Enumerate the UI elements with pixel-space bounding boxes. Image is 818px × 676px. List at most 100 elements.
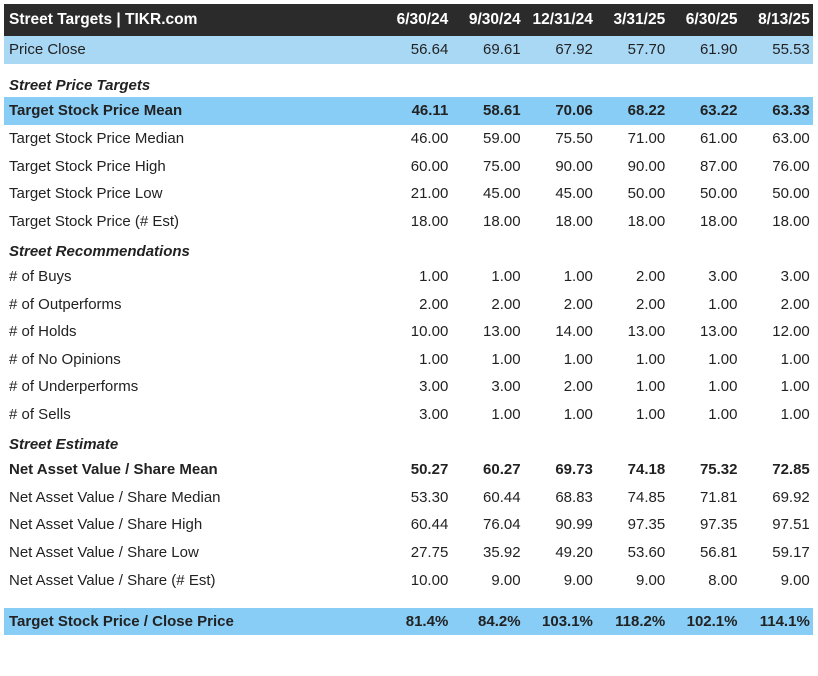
row-label: Target Stock Price (# Est) bbox=[9, 212, 180, 230]
row-value: 68.83 bbox=[555, 488, 593, 506]
row-value: 1.00 bbox=[780, 350, 810, 368]
row-value: 1.00 bbox=[491, 406, 521, 424]
row-value: 1.00 bbox=[708, 295, 738, 313]
row-value: 8.00 bbox=[708, 571, 738, 589]
row-value: 75.00 bbox=[483, 157, 521, 175]
row-label: Net Asset Value / Share Median bbox=[9, 488, 221, 506]
table-title: Street Targets | TIKR.com bbox=[9, 11, 198, 28]
row-value: 12.00 bbox=[772, 323, 810, 341]
row-label: Net Asset Value / Share Low bbox=[9, 543, 199, 561]
table-row: Target Stock Price High 60.00 75.00 90.0… bbox=[4, 152, 813, 180]
row-label: Target Stock Price High bbox=[9, 157, 166, 175]
row-value: 59.00 bbox=[483, 130, 521, 148]
row-label: Net Asset Value / Share Mean bbox=[9, 461, 218, 479]
row-value: 69.73 bbox=[555, 461, 593, 479]
row-value: 18.00 bbox=[410, 212, 449, 230]
row-value: 90.00 bbox=[555, 157, 593, 175]
row-value: 10.00 bbox=[410, 323, 449, 341]
row-value: 9.00 bbox=[491, 571, 521, 589]
table-row: Net Asset Value / Share Low 27.75 35.92 … bbox=[4, 539, 813, 567]
row-value: 87.00 bbox=[699, 157, 738, 175]
table-row: # of No Opinions 1.00 1.00 1.00 1.00 1.0… bbox=[4, 346, 813, 374]
row-value: 3.00 bbox=[780, 268, 810, 286]
table-row: # of Underperforms 3.00 3.00 2.00 1.00 1… bbox=[4, 373, 813, 401]
row-value: 74.85 bbox=[627, 488, 666, 506]
row-value: 63.33 bbox=[772, 102, 810, 120]
row-value: 56.81 bbox=[699, 543, 738, 561]
row-value: 2.00 bbox=[635, 295, 666, 313]
row-label: Net Asset Value / Share High bbox=[9, 516, 203, 534]
row-value: 81.4% bbox=[405, 613, 449, 631]
ratio-row: Target Stock Price / Close Price 81.4% 8… bbox=[4, 607, 813, 636]
date-header: 6/30/24 bbox=[396, 11, 449, 28]
row-label: # of Holds bbox=[9, 323, 77, 341]
row-value: 50.00 bbox=[772, 185, 810, 203]
row-label: # of Buys bbox=[9, 268, 72, 286]
row-value: 1.00 bbox=[708, 350, 738, 368]
row-value: 1.00 bbox=[563, 268, 593, 286]
street-targets-table: Street Targets | TIKR.com 6/30/24 9/30/2… bbox=[4, 4, 813, 636]
row-value: 1.00 bbox=[419, 268, 449, 286]
row-value: 60.00 bbox=[410, 157, 449, 175]
table-row: # of Outperforms 2.00 2.00 2.00 2.00 1.0… bbox=[4, 290, 813, 318]
row-value: 9.00 bbox=[780, 571, 810, 589]
row-value: 18.00 bbox=[699, 212, 738, 230]
row-value: 90.00 bbox=[627, 157, 666, 175]
row-value: 60.44 bbox=[410, 516, 449, 534]
row-value: 21.00 bbox=[410, 185, 449, 203]
row-value: 57.70 bbox=[627, 41, 666, 59]
row-value: 74.18 bbox=[627, 461, 666, 479]
row-value: 1.00 bbox=[708, 406, 738, 424]
row-value: 71.81 bbox=[699, 488, 738, 506]
row-value: 1.00 bbox=[419, 350, 449, 368]
row-label: Target Stock Price Median bbox=[9, 130, 185, 148]
row-value: 2.00 bbox=[635, 268, 666, 286]
table-row: Target Stock Price (# Est) 18.00 18.00 1… bbox=[4, 208, 813, 236]
row-value: 103.1% bbox=[542, 613, 593, 631]
row-value: 18.00 bbox=[483, 212, 521, 230]
row-value: 1.00 bbox=[708, 378, 738, 396]
row-value: 1.00 bbox=[780, 378, 810, 396]
row-value: 50.00 bbox=[699, 185, 738, 203]
date-header: 9/30/24 bbox=[468, 11, 521, 28]
row-value: 27.75 bbox=[410, 543, 449, 561]
row-value: 67.92 bbox=[555, 41, 593, 59]
row-label: # of Sells bbox=[9, 406, 71, 424]
row-value: 2.00 bbox=[563, 295, 593, 313]
row-value: 9.00 bbox=[635, 571, 666, 589]
row-value: 2.00 bbox=[491, 295, 521, 313]
row-value: 114.1% bbox=[759, 613, 810, 631]
row-value: 60.27 bbox=[483, 461, 521, 479]
row-value: 61.00 bbox=[699, 130, 738, 148]
row-value: 46.00 bbox=[410, 130, 449, 148]
row-value: 18.00 bbox=[555, 212, 593, 230]
table-row: Target Stock Price Mean 46.11 58.61 70.0… bbox=[4, 97, 813, 125]
section-title: Street Estimate bbox=[9, 435, 119, 453]
row-value: 18.00 bbox=[627, 212, 666, 230]
section-title: Street Price Targets bbox=[9, 77, 151, 95]
row-value: 97.35 bbox=[699, 516, 738, 534]
row-value: 13.00 bbox=[699, 323, 738, 341]
date-header: 8/13/25 bbox=[758, 11, 810, 28]
row-value: 35.92 bbox=[483, 543, 521, 561]
section-title: Street Recommendations bbox=[9, 242, 190, 260]
row-value: 1.00 bbox=[563, 406, 593, 424]
row-value: 45.00 bbox=[483, 185, 521, 203]
price-close-row: Price Close 56.64 69.61 67.92 57.70 61.9… bbox=[4, 36, 813, 64]
row-value: 97.51 bbox=[772, 516, 810, 534]
row-value: 3.00 bbox=[708, 268, 738, 286]
row-value: 56.64 bbox=[410, 41, 449, 59]
row-value: 102.1% bbox=[686, 613, 738, 631]
row-value: 1.00 bbox=[635, 378, 666, 396]
row-value: 84.2% bbox=[478, 613, 521, 631]
row-value: 75.32 bbox=[699, 461, 738, 479]
table-row: Target Stock Price Median 46.00 59.00 75… bbox=[4, 125, 813, 153]
table-row: Net Asset Value / Share (# Est) 10.00 9.… bbox=[4, 566, 813, 594]
row-value: 53.60 bbox=[627, 543, 666, 561]
row-value: 70.06 bbox=[555, 102, 593, 120]
date-header: 6/30/25 bbox=[685, 11, 738, 28]
table-row: Net Asset Value / Share Median 53.30 60.… bbox=[4, 484, 813, 512]
row-value: 60.44 bbox=[483, 488, 521, 506]
row-value: 3.00 bbox=[419, 406, 449, 424]
row-value: 3.00 bbox=[491, 378, 521, 396]
